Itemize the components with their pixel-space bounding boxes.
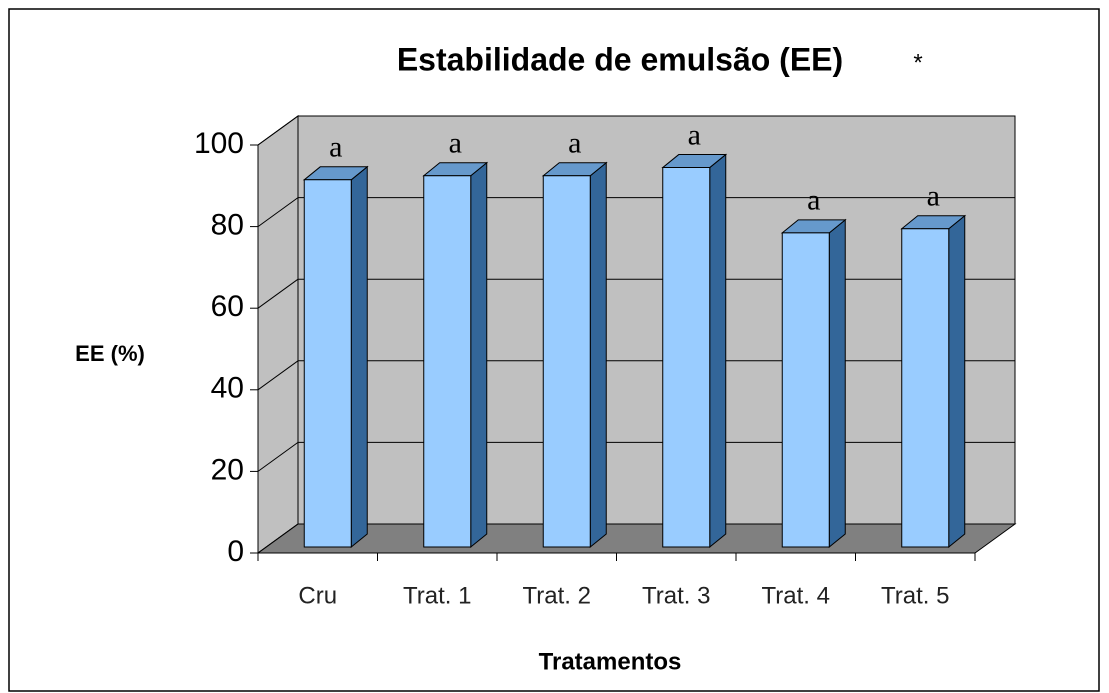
bar-side (948, 214, 966, 549)
bar-side (470, 161, 488, 549)
x-tick-label: Trat. 1 (403, 582, 471, 609)
annotation: a (329, 131, 342, 164)
bar-side (828, 218, 846, 549)
grid-line (257, 278, 299, 309)
annotation: a (449, 127, 462, 160)
bar-front (781, 232, 830, 548)
annotation: a (927, 180, 940, 213)
y-tick-label: 100 (194, 127, 244, 160)
y-tick-label: 40 (211, 372, 244, 405)
y-axis-label: EE (%) (75, 341, 145, 366)
bar (541, 161, 608, 549)
bar-side (350, 165, 368, 549)
annotation: a (807, 184, 820, 217)
bar (661, 153, 728, 549)
grid-line (257, 441, 299, 472)
x-tick-label: Trat. 5 (881, 582, 949, 609)
bar (302, 165, 369, 549)
x-axis-label: Tratamentos (539, 648, 682, 675)
chart-title: Estabilidade de emulsão (EE) (397, 41, 843, 77)
bar-front (303, 179, 352, 548)
y-tick-label: 80 (211, 209, 244, 242)
side-wall (257, 115, 299, 554)
grid-line (257, 523, 299, 554)
x-tick-label: Trat. 3 (642, 582, 710, 609)
bar (900, 214, 967, 549)
bar-front (542, 175, 591, 548)
grid-line (257, 115, 299, 146)
x-tick-label: Cru (298, 582, 337, 609)
bar-side (709, 153, 727, 549)
grid-line (257, 197, 299, 228)
annotation: a (568, 127, 581, 160)
title-note: * (913, 49, 922, 76)
x-tick-label: Trat. 4 (762, 582, 830, 609)
bar (422, 161, 489, 549)
y-tick-label: 0 (227, 535, 244, 568)
bar-front (423, 175, 472, 548)
bar-side (589, 161, 607, 549)
bar-front (662, 167, 711, 548)
x-tick-label: Trat. 2 (523, 582, 591, 609)
annotation: a (688, 118, 701, 151)
y-tick-label: 60 (211, 290, 244, 323)
grid-line (257, 360, 299, 391)
bar (780, 218, 847, 549)
bar-front (901, 228, 950, 548)
y-tick-label: 20 (211, 453, 244, 486)
